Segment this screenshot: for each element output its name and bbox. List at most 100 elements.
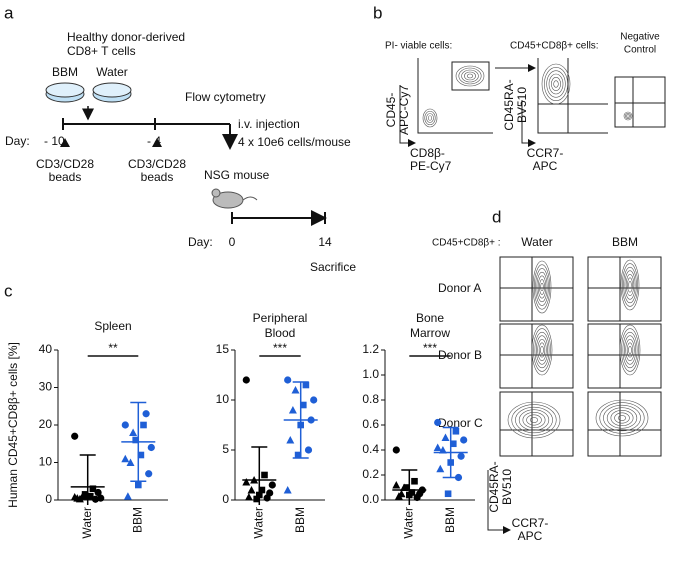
contour [553, 80, 559, 88]
data-point [450, 440, 457, 448]
data-point [121, 454, 130, 463]
label: beads [49, 170, 82, 184]
y-axis-label: Human CD45+CD8β+ cells [%] [6, 342, 20, 508]
axis-label: BV510 [515, 87, 529, 123]
contour [541, 63, 571, 105]
contour [599, 402, 645, 434]
contour [623, 266, 637, 304]
contour [538, 342, 546, 358]
contour [548, 73, 564, 95]
label: Day: [5, 134, 30, 148]
flow-plots-b [399, 58, 666, 147]
label: Healthy donor-derived [67, 30, 185, 44]
y-tick-label: 1.0 [362, 367, 379, 381]
data-point [94, 488, 102, 497]
y-tick-label: 0.4 [362, 442, 379, 456]
contour [610, 409, 634, 427]
y-tick-label: 0.8 [362, 392, 379, 406]
data-point [433, 443, 442, 451]
contour [511, 404, 557, 436]
label: CCR7- [527, 146, 564, 160]
data-point [147, 443, 155, 452]
data-point [286, 436, 295, 444]
data-point [140, 421, 147, 429]
data-point [137, 451, 145, 459]
y-tick-label: 10 [216, 392, 230, 406]
y-tick-label: 20 [39, 417, 53, 431]
label: c [4, 281, 13, 300]
data-point [460, 436, 468, 444]
label: 14 [318, 235, 332, 249]
contour [507, 401, 561, 439]
label: BBM [612, 235, 638, 249]
plot [242, 376, 318, 505]
data-point [438, 446, 447, 454]
data-point [441, 433, 450, 441]
contour [537, 275, 547, 299]
label: PE-Cy7 [410, 159, 452, 173]
y-tick-label: 0.0 [362, 492, 379, 506]
contour [539, 279, 545, 295]
data-point [258, 486, 266, 494]
data-point [304, 446, 313, 454]
contour [535, 268, 549, 306]
contour [623, 111, 633, 121]
contour [533, 328, 551, 372]
contour [551, 77, 561, 91]
data-point [81, 491, 89, 498]
data-point [135, 481, 142, 489]
contour [540, 282, 544, 292]
data-point [261, 471, 268, 479]
data-point [300, 401, 307, 409]
axis-label: APC-Cy7 [397, 85, 411, 135]
label: - 4 [147, 134, 161, 148]
label: CD3/CD28 [36, 157, 94, 171]
x-tick-label: BBM [130, 507, 144, 533]
contour [621, 328, 639, 372]
plot [70, 401, 156, 505]
label: - 10 [44, 134, 65, 148]
data-point [302, 381, 310, 389]
y-tick-label: 30 [39, 380, 53, 394]
data-point [403, 484, 410, 491]
label: Negative [620, 32, 660, 43]
contour [532, 260, 552, 314]
contour [458, 67, 482, 85]
contour [540, 346, 544, 354]
axis-label: CD45RA- [502, 79, 516, 130]
contour [614, 412, 630, 424]
contour [621, 263, 639, 307]
data-point [444, 490, 452, 498]
data-point [123, 492, 132, 500]
data-point [294, 451, 302, 459]
label: Water [521, 235, 553, 249]
data-point [436, 464, 445, 473]
contour [625, 273, 635, 297]
dishes [45, 82, 132, 103]
contour [424, 110, 436, 126]
significance: ** [108, 341, 118, 355]
x-tick-label: Water [401, 507, 415, 539]
y-tick-label: 0 [45, 492, 52, 506]
contour [518, 409, 550, 431]
label: beads [141, 170, 174, 184]
data-point [132, 436, 139, 444]
contour [455, 65, 485, 87]
data-point [413, 493, 421, 502]
x-tick-label: BBM [293, 507, 307, 533]
label: CD8+ T cells [67, 44, 136, 58]
data-point [283, 486, 292, 494]
contour [606, 407, 638, 429]
label: APC [533, 159, 558, 173]
data-point [126, 458, 135, 466]
data-point [247, 486, 256, 494]
data-point [253, 495, 260, 503]
y-tick-label: 0.6 [362, 417, 379, 431]
chart-title: Marrow [410, 326, 450, 340]
timeline-a [62, 106, 327, 226]
contour [534, 331, 550, 369]
data-point [392, 446, 400, 454]
contour [426, 113, 434, 123]
chart-title: Peripheral [253, 311, 308, 325]
